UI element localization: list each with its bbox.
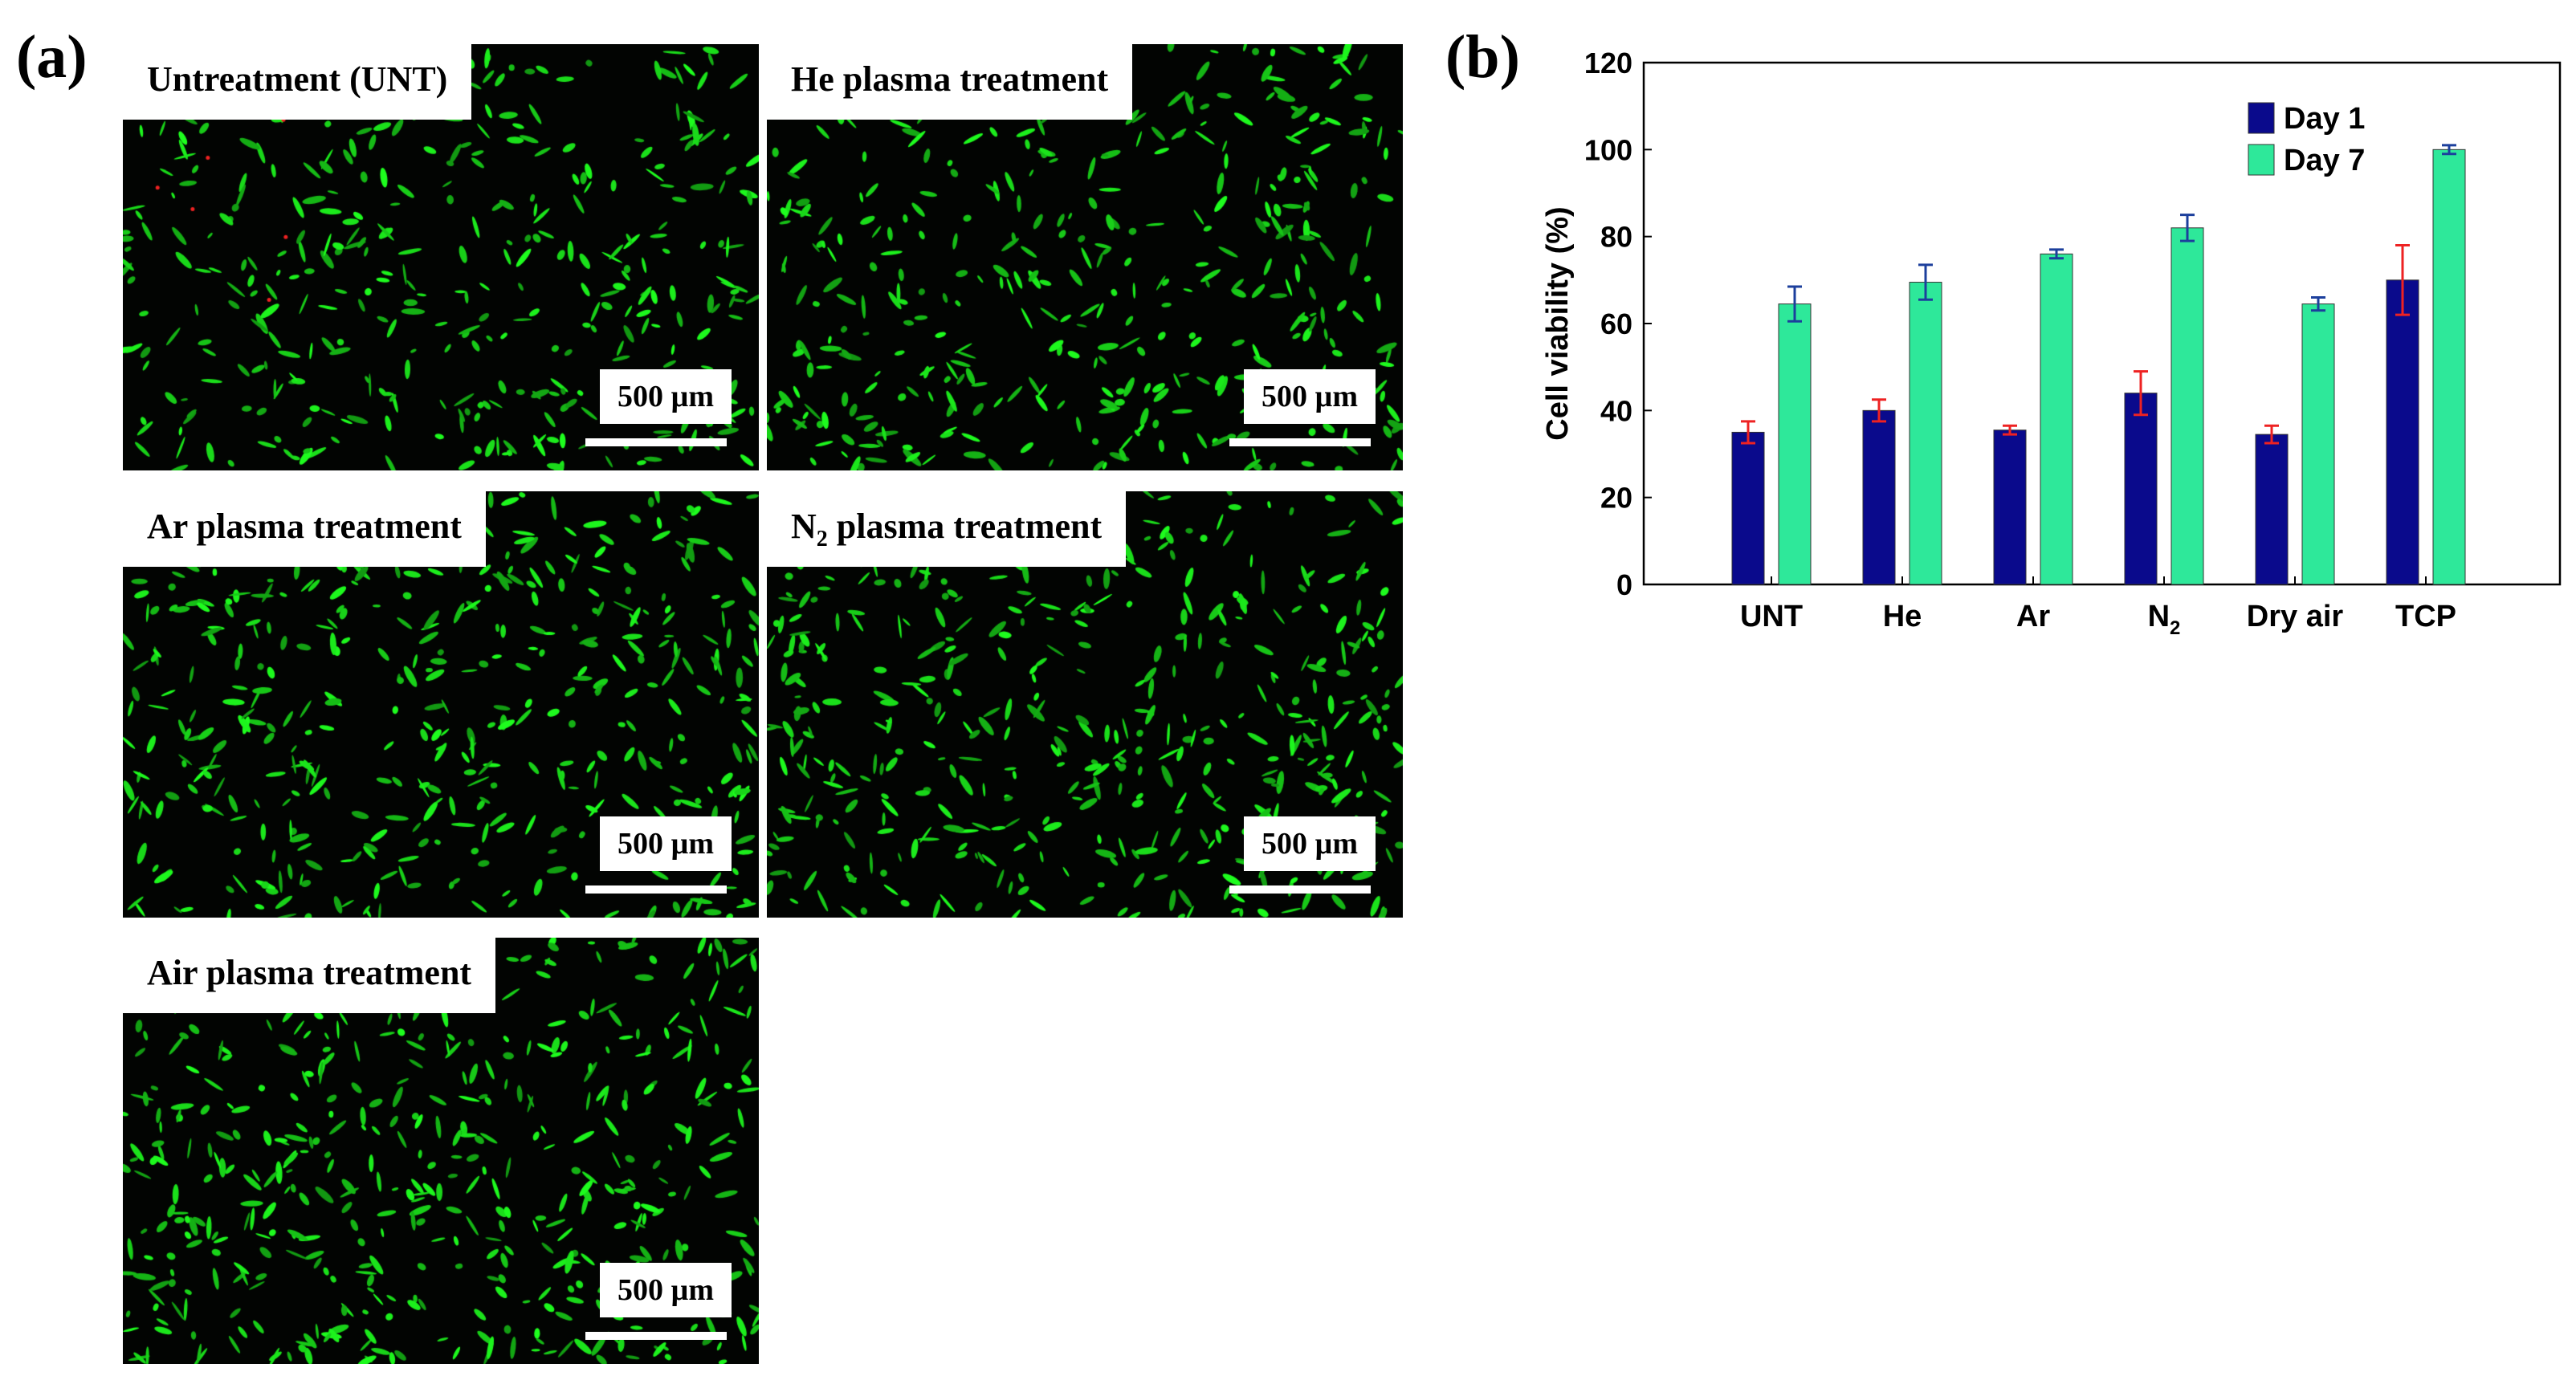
bar-day-7: [2170, 227, 2204, 585]
micrograph-air-plasma: Air plasma treatment 500 µm: [123, 938, 759, 1364]
cell-viability-chart: 0 20 40 60 80 100 120 Cell viability (%) UNT He Ar…: [1541, 47, 2562, 639]
bar-day-1: [2255, 434, 2289, 585]
micrograph-title: N2 plasma treatment: [767, 491, 1127, 567]
bar-day-1: [2386, 279, 2419, 585]
x-tick-label: Dry air: [2247, 600, 2344, 633]
legend-label: Day 7: [2284, 144, 2365, 177]
scale-bar-label: 500 µm: [599, 816, 732, 871]
y-tick-label: 100: [1584, 133, 1632, 166]
scale-bar: [585, 438, 727, 446]
bar-day-1: [2124, 393, 2158, 585]
y-axis-label: Cell viability (%): [1541, 206, 1575, 440]
legend-label: Day 1: [2284, 102, 2365, 136]
bar-day-1: [1862, 409, 1896, 585]
y-tick-label: 60: [1600, 307, 1632, 340]
micrograph-title: Ar plasma treatment: [123, 491, 486, 567]
scale-bar-label: 500 µm: [1243, 369, 1376, 424]
y-tick-label: 0: [1616, 568, 1632, 601]
micrograph-title: He plasma treatment: [767, 44, 1133, 120]
panel-a-label: (a): [16, 23, 88, 91]
bar-day-7: [2432, 149, 2466, 585]
scale-bar: [585, 1332, 727, 1340]
x-tick-label: TCP: [2395, 600, 2456, 633]
y-tick-label: 80: [1600, 221, 1632, 254]
x-tick-label: He: [1883, 600, 1922, 633]
scale-bar-label: 500 µm: [599, 369, 732, 424]
x-tick-label: N2: [2148, 600, 2181, 639]
micrograph-ar-plasma: Ar plasma treatment 500 µm: [123, 491, 759, 918]
bar-day-7: [1909, 282, 1942, 585]
x-tick-label: UNT: [1740, 600, 1803, 633]
bar-day-1: [1731, 431, 1765, 585]
micrograph-title: Untreatment (UNT): [123, 44, 472, 120]
y-tick-label: 20: [1600, 482, 1632, 515]
x-tick-label: Ar: [2016, 600, 2050, 633]
scale-bar: [1229, 438, 1371, 446]
panel-b-label: (b): [1445, 23, 1520, 91]
micrograph-n2-plasma: N2 plasma treatment 500 µm: [767, 491, 1403, 918]
scale-bar: [585, 885, 727, 894]
bar-day-7: [2301, 303, 2335, 585]
legend-swatch: [2248, 102, 2275, 134]
legend-swatch: [2248, 144, 2275, 176]
scale-bar: [1229, 885, 1371, 894]
micrograph-title: Air plasma treatment: [123, 938, 496, 1013]
bar-day-1: [1993, 429, 2027, 585]
micrograph-he-plasma: He plasma treatment 500 µm: [767, 44, 1403, 470]
bar-day-7: [1778, 303, 1812, 585]
micrograph-untreated: Untreatment (UNT) 500 µm: [123, 44, 759, 470]
bar-day-7: [2040, 253, 2073, 585]
scale-bar-label: 500 µm: [1243, 816, 1376, 871]
scale-bar-label: 500 µm: [599, 1263, 732, 1317]
y-tick-label: 40: [1600, 394, 1632, 427]
y-tick-label: 120: [1584, 47, 1632, 79]
